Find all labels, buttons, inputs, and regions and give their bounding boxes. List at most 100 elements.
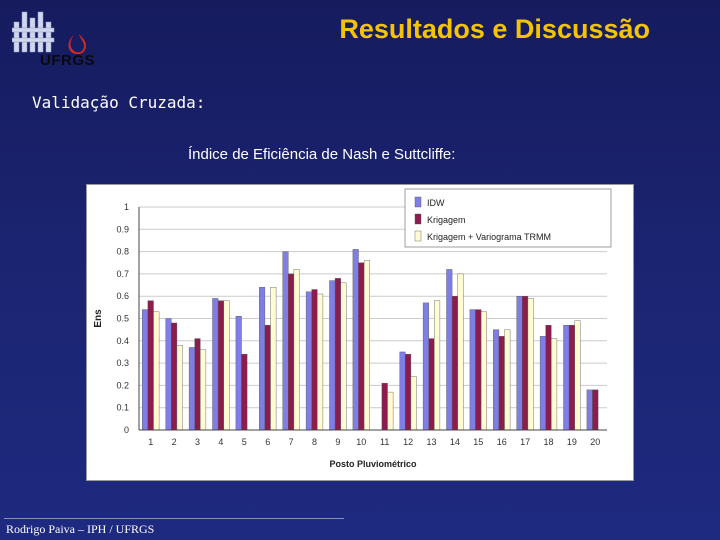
bar [563, 324, 570, 431]
legend-label: Krigagem [427, 215, 466, 225]
chart-heading: Índice de Eficiência de Nash e Suttcliff… [188, 146, 456, 163]
y-axis-title: Ens [93, 309, 104, 328]
legend-swatch [414, 213, 422, 225]
bar [480, 311, 487, 431]
bar [475, 309, 482, 431]
bar [334, 278, 341, 431]
y-tick-label: 0.5 [116, 314, 129, 324]
x-tick-label: 15 [473, 437, 483, 447]
y-tick-label: 0.4 [116, 336, 129, 346]
bar [516, 295, 523, 431]
x-tick-label: 3 [195, 437, 200, 447]
bar [434, 300, 441, 431]
x-tick-label: 18 [543, 437, 553, 447]
legend-label: IDW [427, 198, 445, 208]
bar [387, 391, 394, 431]
bar [539, 336, 546, 431]
bar [259, 287, 266, 431]
x-tick-label: 1 [148, 437, 153, 447]
bar [171, 322, 178, 431]
bar [317, 293, 324, 431]
bar [188, 347, 195, 431]
bar [527, 298, 534, 431]
bar [381, 382, 388, 431]
bar [422, 302, 429, 431]
bar [399, 351, 406, 431]
bar [340, 282, 347, 431]
y-tick-label: 0.9 [116, 224, 129, 234]
bar [241, 353, 248, 431]
x-tick-label: 14 [450, 437, 460, 447]
x-tick-label: 2 [172, 437, 177, 447]
x-tick-label: 11 [380, 437, 389, 447]
bar [270, 287, 277, 431]
bar [574, 320, 581, 431]
logo-text: UFRGS [40, 52, 95, 69]
ufrgs-logo [12, 11, 86, 55]
bar [293, 269, 300, 431]
y-tick-label: 1 [124, 202, 129, 212]
legend-swatch [414, 196, 422, 208]
y-tick-label: 0 [124, 425, 129, 435]
bar [410, 376, 417, 431]
bar [469, 309, 476, 431]
x-tick-label: 4 [218, 437, 223, 447]
bar [451, 295, 458, 431]
x-tick-label: 8 [312, 437, 317, 447]
x-tick-label: 12 [403, 437, 413, 447]
bar [498, 336, 505, 431]
x-axis-title: Posto Pluviométrico [329, 459, 417, 469]
bar [446, 269, 453, 431]
bar [142, 309, 149, 431]
legend-label: Krigagem + Variograma TRMM [427, 232, 551, 242]
bar [363, 260, 370, 431]
chart-panel: 0 0.1 0.2 0.3 0.4 0.5 0.6 0.7 0.8 0.9 1 1 2 3 4 5 6 7 8 9 10… [86, 184, 634, 481]
bar [311, 289, 318, 431]
y-tick-label: 0.8 [116, 247, 129, 257]
bar [551, 338, 558, 431]
legend-swatch [414, 230, 422, 242]
x-tick-label: 19 [567, 437, 577, 447]
bar [264, 324, 271, 431]
legend-box [404, 188, 612, 248]
x-tick-label: 20 [590, 437, 600, 447]
bar [165, 318, 172, 431]
bar-chart: 00.10.20.30.40.50.60.70.80.911 2 3 4 5 6 7 8 9 10… [93, 188, 612, 469]
bar [592, 389, 599, 431]
bar [282, 251, 289, 431]
bar [194, 338, 201, 431]
x-tick-label: 6 [265, 437, 270, 447]
bar [457, 273, 464, 431]
bar [428, 338, 435, 431]
bar [545, 324, 552, 431]
bar [147, 300, 154, 431]
bar [522, 295, 529, 431]
bar [493, 329, 500, 431]
bar [235, 316, 242, 431]
y-tick-label: 0.3 [116, 358, 129, 368]
bar [176, 345, 183, 431]
x-tick-label: 13 [426, 437, 436, 447]
page-title: Resultados e Discussão [339, 14, 650, 44]
bar [153, 311, 160, 431]
x-tick-label: 17 [520, 437, 530, 447]
footer-credit: Rodrigo Paiva – IPH / UFRGS [6, 522, 155, 536]
y-tick-label: 0.2 [116, 380, 129, 390]
bar [223, 300, 230, 431]
bar [217, 300, 224, 431]
footer-divider [4, 518, 344, 519]
bar [586, 389, 593, 431]
x-tick-label: 9 [335, 437, 340, 447]
x-tick-label: 5 [242, 437, 247, 447]
bar [358, 262, 365, 431]
bar [200, 349, 207, 431]
bar [288, 273, 295, 431]
bar [504, 329, 511, 431]
bar [405, 353, 412, 431]
y-tick-label: 0.7 [116, 269, 129, 279]
y-tick-label: 0.1 [116, 403, 129, 413]
y-tick-label: 0.6 [116, 291, 129, 301]
bar [568, 324, 575, 431]
x-tick-label: 16 [497, 437, 507, 447]
x-tick-label: 7 [289, 437, 294, 447]
